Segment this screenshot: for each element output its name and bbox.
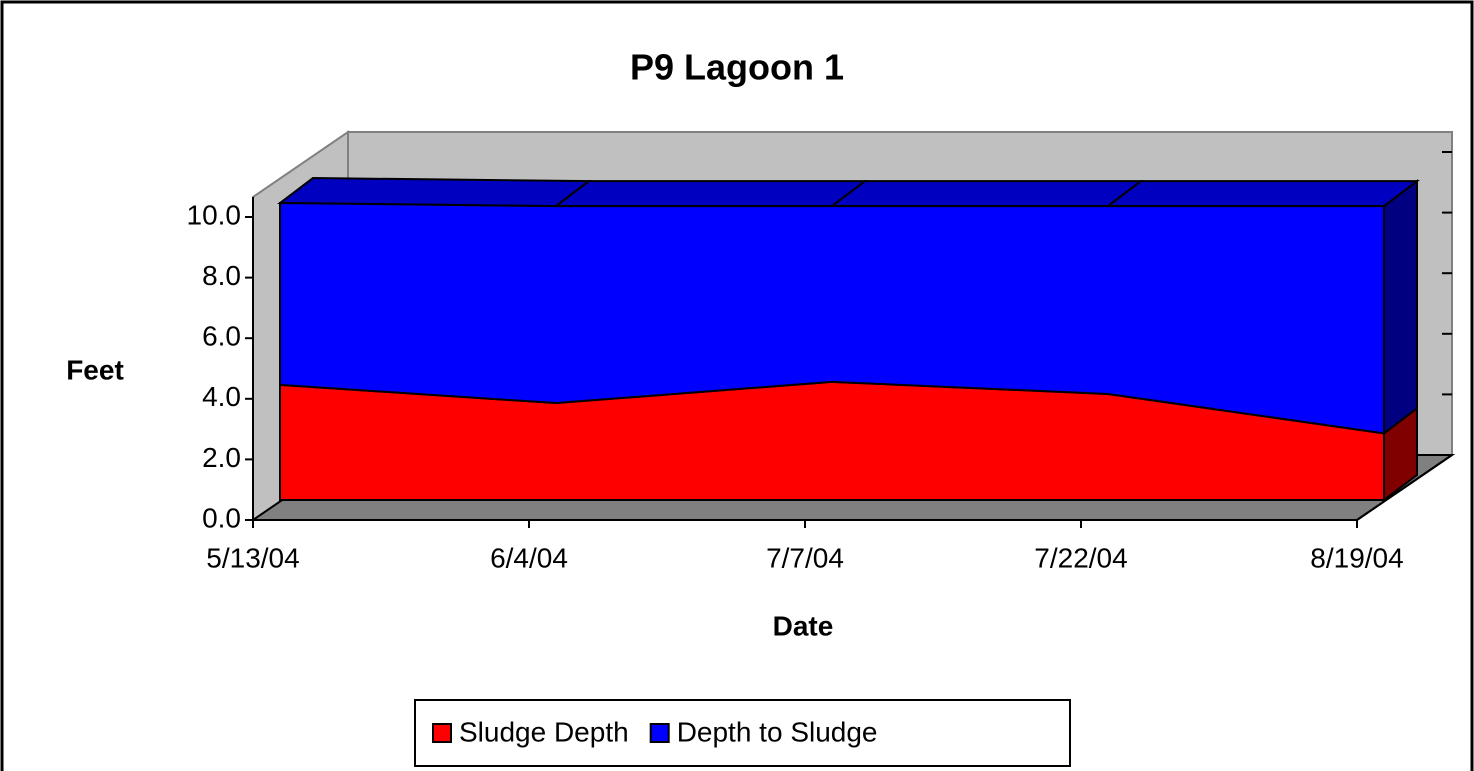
y-tick-label: 8.0 <box>202 260 241 291</box>
legend-label: Depth to Sludge <box>677 716 878 747</box>
legend <box>414 699 1071 767</box>
area-top <box>829 180 1144 208</box>
legend-swatch <box>432 723 452 743</box>
x-axis-label: Date <box>773 610 834 641</box>
legend-swatch <box>649 723 670 743</box>
y-axis-label: Feet <box>66 354 124 385</box>
y-tick-label: 0.0 <box>202 502 241 533</box>
y-tick-label: 6.0 <box>202 321 241 352</box>
area <box>279 202 1385 435</box>
y-tick-label: 4.0 <box>202 381 241 412</box>
x-tick-label: 7/7/04 <box>766 542 844 573</box>
x-tick-label: 7/22/04 <box>1034 542 1127 573</box>
y-tick-label: 2.0 <box>202 442 241 473</box>
x-axis-depth <box>1356 454 1453 521</box>
x-tick-label: 5/13/04 <box>206 542 299 573</box>
area-top <box>277 177 592 208</box>
x-tick-label: 8/19/04 <box>1310 542 1403 573</box>
area-side <box>1383 179 1418 436</box>
legend-label: Sludge Depth <box>459 716 629 747</box>
area-top <box>1105 180 1420 208</box>
y-tick-label: 10.0 <box>187 199 242 230</box>
area-top <box>553 180 868 208</box>
chart-title: P9 Lagoon 1 <box>630 47 844 88</box>
x-tick-label: 6/4/04 <box>490 542 568 573</box>
